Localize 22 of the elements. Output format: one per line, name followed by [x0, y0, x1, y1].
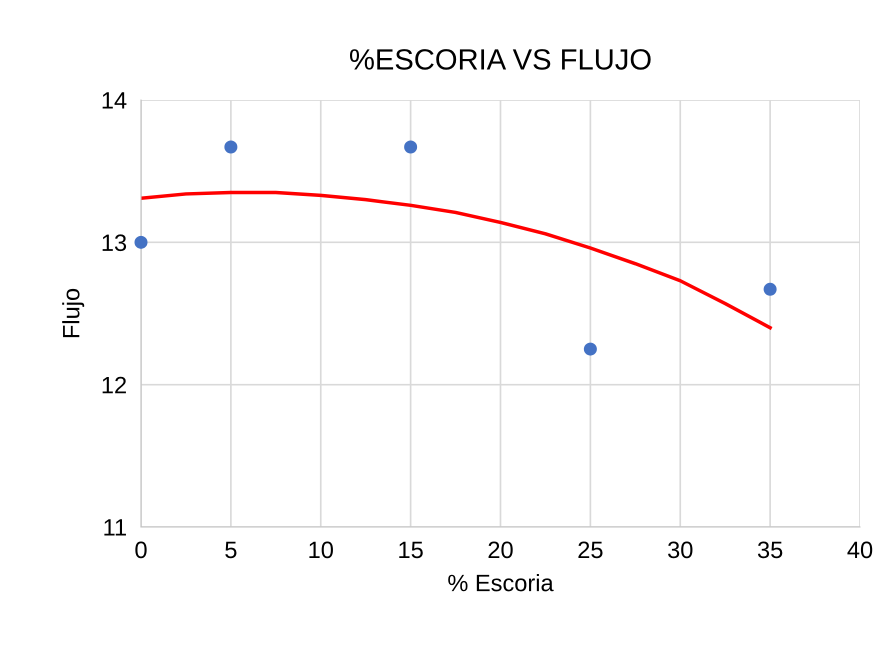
- x-axis-title: % Escoria: [448, 574, 554, 592]
- x-tick-label: 30: [668, 542, 692, 558]
- chart-title: %ESCORIA VS FLUJO: [350, 49, 651, 70]
- point: [404, 140, 418, 154]
- y-tick-label: 12: [102, 376, 126, 394]
- y-axis-title: Flujo: [62, 288, 84, 338]
- point: [134, 236, 148, 249]
- point: [224, 140, 238, 154]
- y-tick-label: 11: [104, 519, 126, 536]
- y-tick-label: 14: [102, 92, 126, 109]
- x-tick-label: 20: [488, 542, 513, 558]
- x-tick-label: 40: [847, 542, 872, 558]
- y-tick-label: 13: [102, 234, 126, 252]
- x-tick-label: 15: [399, 542, 423, 558]
- x-tick-label: 10: [309, 542, 333, 558]
- point: [584, 342, 597, 356]
- point: [764, 282, 777, 296]
- line-series: [141, 190, 772, 330]
- x-tick-label: 5: [225, 542, 236, 558]
- x-tick-label: 25: [578, 542, 603, 558]
- x-tick-label: 35: [758, 542, 782, 558]
- x-tick-label: 0: [135, 542, 147, 558]
